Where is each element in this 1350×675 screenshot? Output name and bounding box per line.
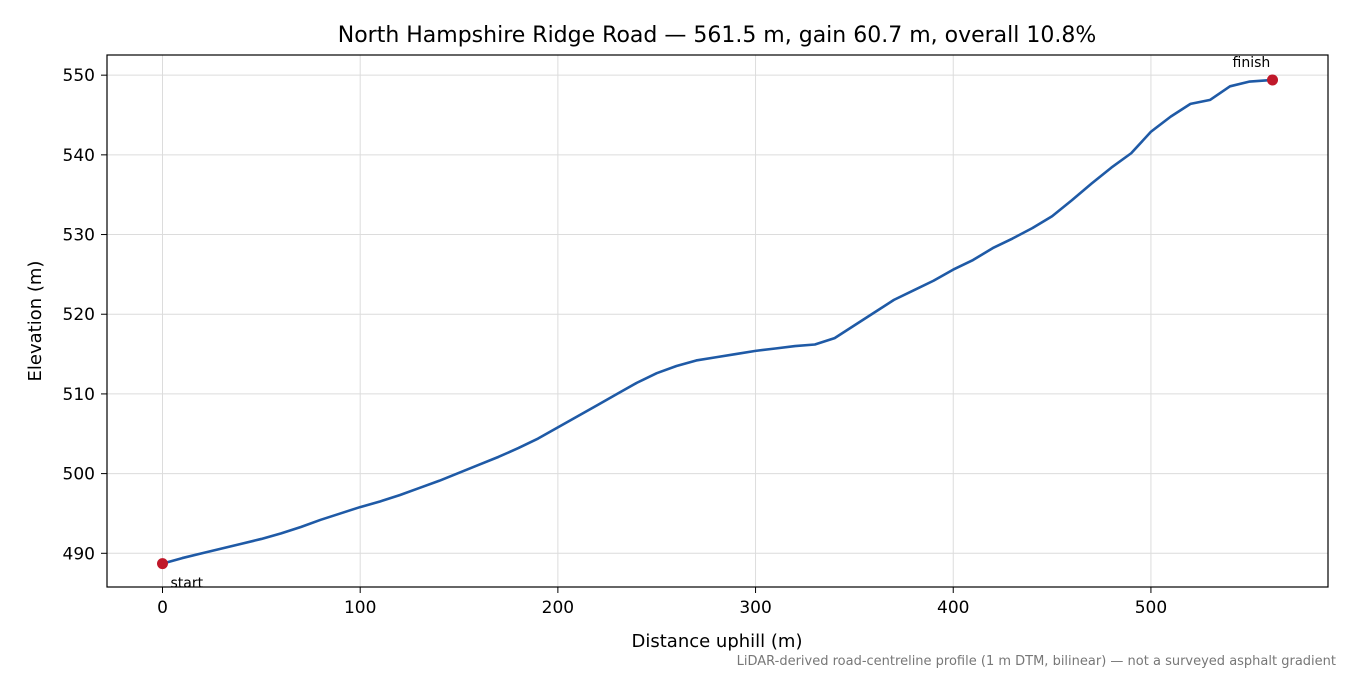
chart-title: North Hampshire Ridge Road — 561.5 m, ga… xyxy=(338,23,1097,48)
y-tick-label: 550 xyxy=(63,66,95,86)
plot-frame xyxy=(106,54,1329,588)
x-tick-label: 400 xyxy=(937,598,969,618)
endpoint-marker xyxy=(1267,74,1278,86)
y-tick-label: 510 xyxy=(63,385,95,405)
y-tick-label: 540 xyxy=(63,146,95,166)
endpoint-marker xyxy=(157,558,168,570)
x-axis-label: Distance uphill (m) xyxy=(632,631,803,652)
y-tick-label: 530 xyxy=(63,226,95,246)
endpoint-label: finish xyxy=(1233,55,1271,71)
x-tick-label: 0 xyxy=(157,598,168,618)
x-tick-label: 500 xyxy=(1135,598,1167,618)
footnote: LiDAR-derived road-centreline profile (1… xyxy=(737,654,1336,669)
elevation-line xyxy=(162,78,1273,565)
y-tick-label: 500 xyxy=(63,465,95,485)
y-tick-label: 490 xyxy=(63,544,95,564)
y-axis-label: Elevation (m) xyxy=(25,261,46,382)
y-tick-label: 520 xyxy=(63,305,95,325)
endpoint-label: start xyxy=(171,576,204,592)
x-tick-label: 300 xyxy=(739,598,771,618)
x-tick-label: 200 xyxy=(542,598,574,618)
x-tick-label: 100 xyxy=(344,598,376,618)
